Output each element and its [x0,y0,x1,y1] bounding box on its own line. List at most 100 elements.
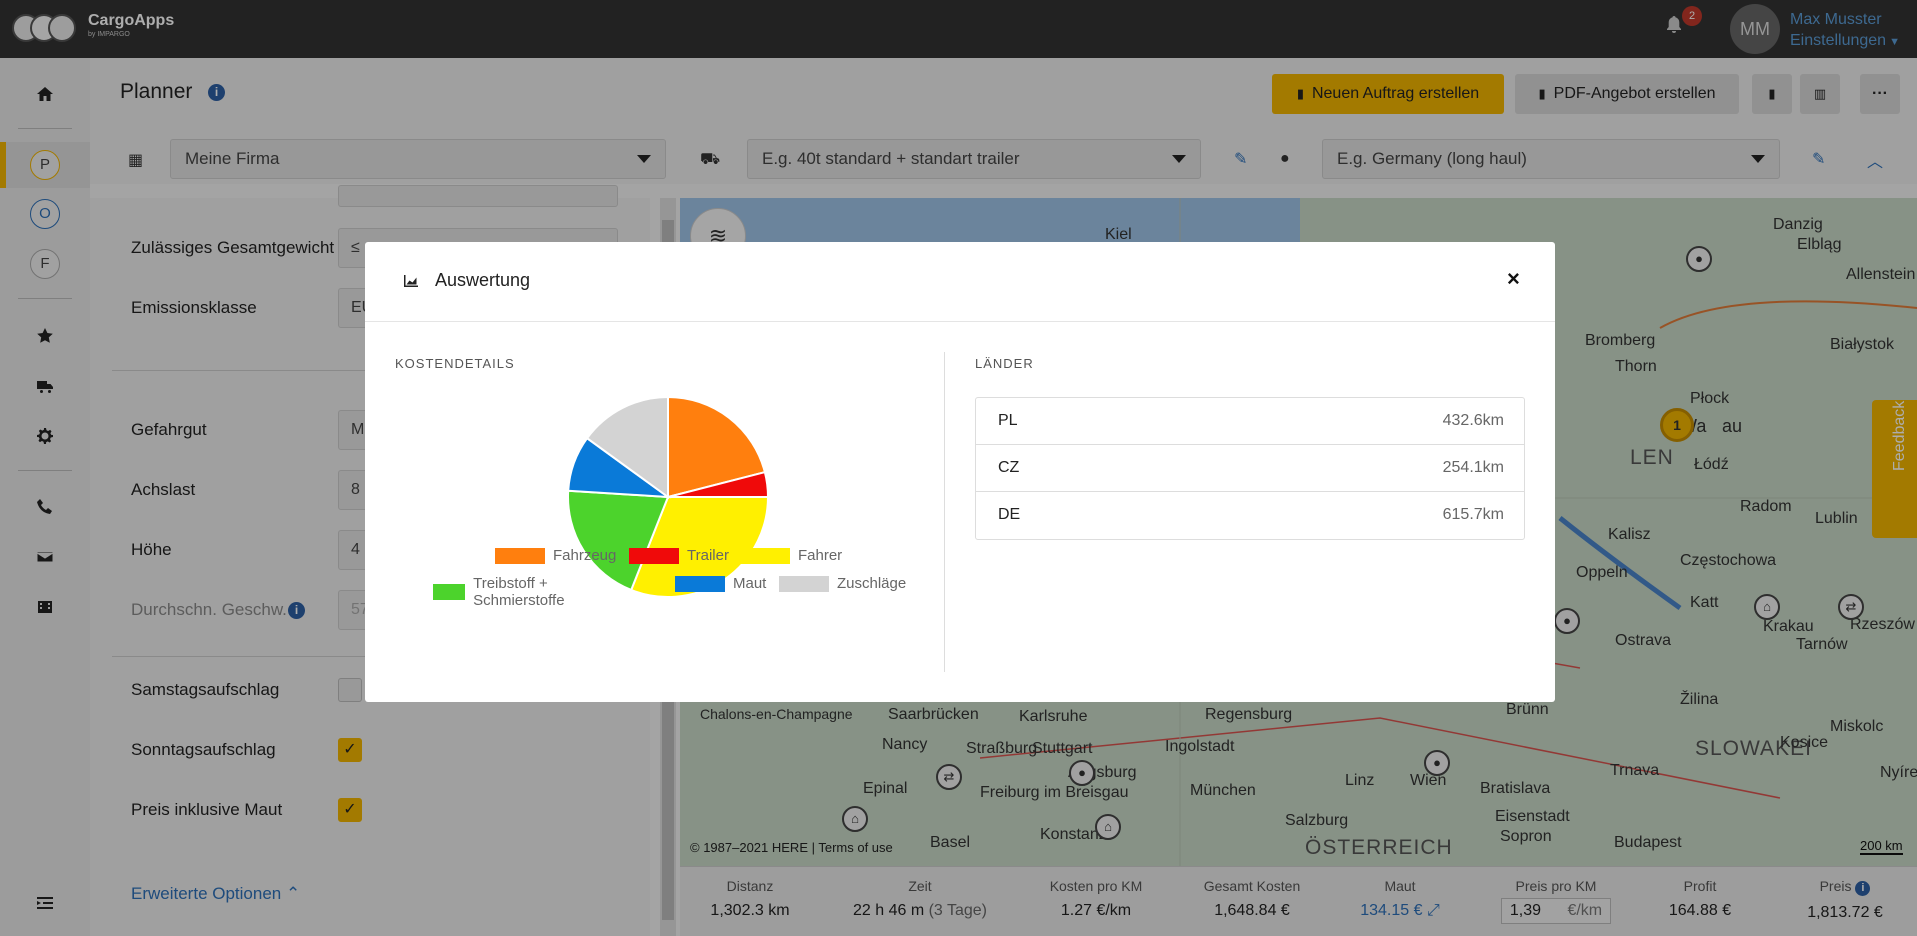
map-pin[interactable]: ● [1069,760,1095,786]
legend-item[interactable]: Maut [675,575,766,592]
mail-icon[interactable] [0,537,90,577]
table-row: DE 615.7km [976,492,1524,539]
map-pin[interactable]: ⇄ [936,764,962,790]
cost-pie-chart [568,397,768,597]
collapse-menu-icon[interactable] [0,883,90,923]
modal-title: Auswertung [435,270,531,290]
legend-swatch [433,584,466,600]
chevron-down-icon [1751,155,1765,163]
avatar[interactable]: MM [1730,4,1780,54]
nav-planner[interactable]: P [0,145,90,185]
expand-icon[interactable]: ⤢ [1426,902,1440,919]
user-menu[interactable]: Max Musster Einstellungen ▼ [1790,9,1900,53]
profit-label: Profit [1683,878,1717,894]
user-icon: ● [1280,150,1290,167]
app-name: CargoApps [88,11,175,29]
map-pin[interactable]: ⇄ [1838,594,1864,620]
legend-item[interactable]: Zuschläge [779,575,906,592]
pie-slice-treibstoff-schmierstoffe[interactable] [568,489,670,592]
info-icon[interactable]: i [288,602,305,619]
vehicle-select[interactable]: E.g. 40t standard + standart trailer [747,139,1201,179]
map-pin[interactable]: ● [1424,750,1450,776]
advanced-options-toggle[interactable]: Erweiterte Optionen ⌃ [131,884,301,903]
more-options-button[interactable]: ··· [1860,74,1900,114]
pdf-icon-button[interactable]: ▮ [1752,74,1792,114]
country-code: PL [998,412,1018,429]
distanz-label: Distanz [726,878,774,894]
truck-icon[interactable] [0,366,90,406]
country-km: 254.1km [1442,459,1504,476]
phone-icon[interactable] [0,487,90,527]
legend-item[interactable]: Fahrzeug [495,547,616,564]
profit-value: 164.88 € [1668,902,1732,919]
nav-orders[interactable]: O [0,194,90,234]
info-icon[interactable]: i [1855,881,1871,896]
nav-fleet[interactable]: F [0,244,90,284]
legend-item[interactable]: Fahrer [740,547,842,564]
gear-icon[interactable] [0,416,90,456]
achslast-label: Achslast [131,480,196,499]
emission-label: Emissionsklasse [131,298,257,317]
kostenkm-label: Kosten pro KM [1049,878,1143,894]
map-copyright[interactable]: © 1987–2021 HERE | Terms of use [690,840,893,855]
evaluation-modal: Auswertung × KOSTENDETAILS Fahrzeug Trail… [365,242,1555,702]
gesamt-label: Gesamt Kosten [1203,878,1301,894]
legend-swatch [740,547,790,564]
country-code: CZ [998,459,1020,476]
top-bar: CargoApps by IMPARGO 2 MM Max Musster Ei… [0,0,1917,58]
close-icon[interactable]: × [1507,266,1520,291]
preis-label: Preis [1819,878,1852,894]
map-pin[interactable]: ● [1686,246,1712,272]
user-name: Max Musster [1790,11,1882,28]
company-select[interactable]: Meine Firma [170,139,666,179]
pie-slice-fahrzeug[interactable] [667,397,767,499]
legend-item[interactable]: Treibstoff + Schmierstoffe [433,575,582,609]
legend-swatch [675,575,725,592]
edit-vehicle-icon[interactable]: ✎ [1234,151,1248,168]
preiskm-input[interactable]: 1,39 [1509,902,1541,919]
file-plus-icon: ▮ [1296,86,1304,101]
collapse-header-icon[interactable]: ︿ [1867,154,1884,171]
pdf-offer-button[interactable]: ▮ PDF-Angebot erstellen [1515,74,1739,114]
map-pin[interactable]: ● [1554,608,1580,634]
legend-label: Zuschläge [837,575,907,592]
building-icon: ▦ [128,152,144,169]
maut-checkbox[interactable]: ✓ [338,798,362,822]
samstag-checkbox[interactable] [338,678,362,702]
map-pin[interactable]: ⌂ [842,806,868,832]
map-pin[interactable]: ⌂ [1754,594,1780,620]
maut-value[interactable]: 134.15 € [1360,902,1423,919]
legend-swatch [779,575,829,592]
feedback-tab[interactable]: Feedback [1872,400,1917,538]
preis-value: 1,813.72 € [1807,904,1883,921]
map-pin[interactable]: ⌂ [1095,814,1121,840]
new-order-button[interactable]: ▮ Neuen Auftrag erstellen [1272,74,1504,114]
route-summary-bar [680,866,1917,936]
star-icon[interactable] [0,316,90,356]
film-icon[interactable] [0,587,90,627]
gesamt-value: 1,648.84 € [1214,902,1290,919]
route-stop-pin[interactable]: 1 [1660,408,1694,442]
preiskm-unit: €/km [1567,902,1603,919]
legend-swatch [495,547,545,564]
info-icon[interactable]: i [208,84,225,101]
home-icon[interactable] [0,74,90,114]
gefahrgut-label: Gefahrgut [131,420,207,439]
edit-profile-icon[interactable]: ✎ [1812,151,1826,168]
table-row: PL 432.6km [976,398,1524,445]
legend-item[interactable]: Trailer [629,547,729,564]
legend-label: Fahrzeug [553,547,617,564]
map-scale: 200 km [1860,838,1903,855]
notification-bell-icon[interactable] [1666,16,1690,40]
nav-active-indicator [0,142,6,188]
app-logo[interactable]: CargoApps by IMPARGO [12,8,174,42]
hoehe-label: Höhe [131,540,172,559]
profile-select[interactable]: E.g. Germany (long haul) [1322,139,1780,179]
truck-icon: ⛟ [700,151,721,168]
chart-button[interactable]: ▥ [1800,74,1840,114]
legend-label: Fahrer [798,547,843,564]
pie-slice-zuschl-ge[interactable] [585,397,669,499]
page-title: Planner [120,80,193,103]
settings-link[interactable]: Einstellungen [1790,32,1887,49]
sonntag-checkbox[interactable]: ✓ [338,738,362,762]
